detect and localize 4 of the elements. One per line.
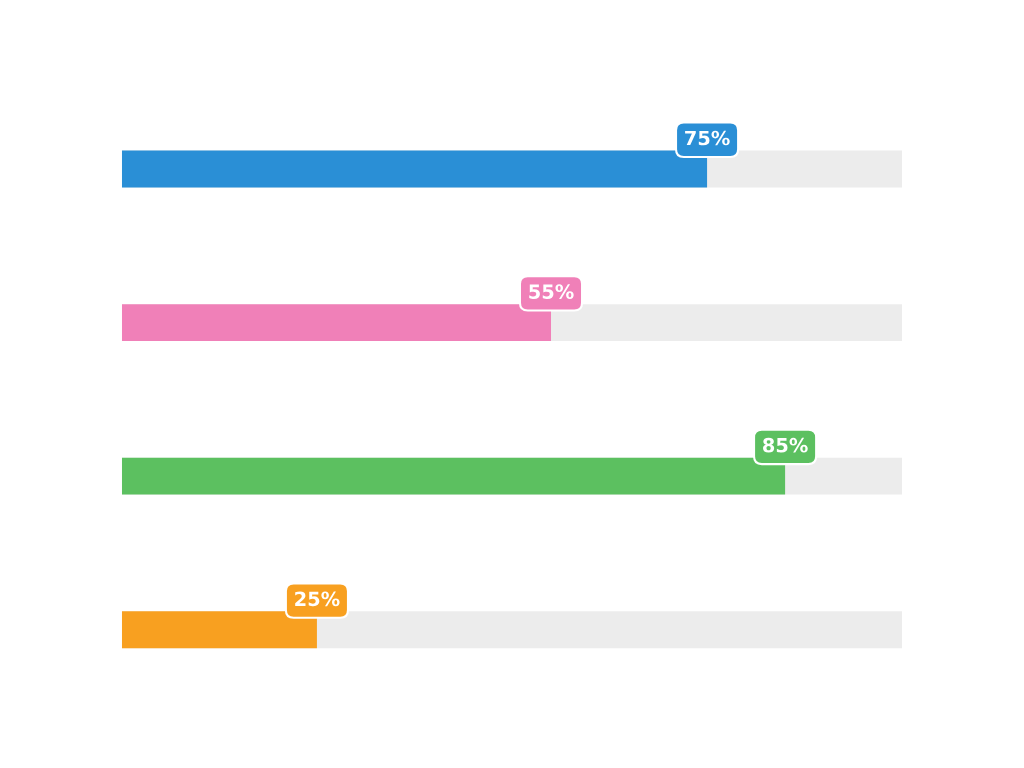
data-label: 55% — [529, 284, 574, 299]
data-label: 75% — [685, 130, 730, 146]
data-label: 85% — [763, 437, 808, 453]
data-label: 25% — [295, 591, 340, 607]
